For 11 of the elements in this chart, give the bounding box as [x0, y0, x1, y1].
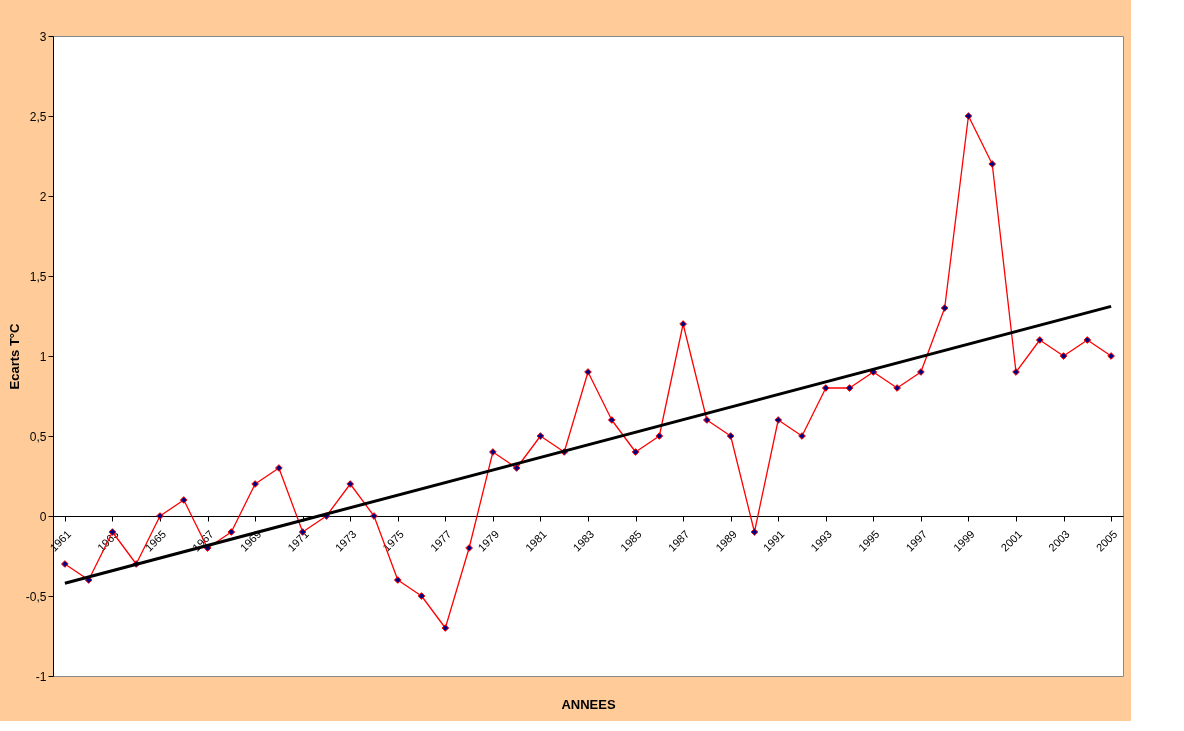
- y-tick-label: -1: [35, 669, 47, 684]
- x-axis-title: ANNEES: [561, 696, 616, 712]
- y-tick-label: 1: [39, 349, 47, 364]
- y-tick-label: 2: [39, 189, 47, 204]
- y-tick-label: 2,5: [29, 109, 47, 124]
- y-tick-label: 0: [39, 509, 47, 524]
- y-axis-title: Ecarts T°C: [6, 322, 22, 390]
- y-tick-label: 1,5: [29, 269, 47, 284]
- y-tick-label: 3: [39, 29, 47, 44]
- y-tick-label: 0,5: [29, 429, 47, 444]
- y-tick-label: -0,5: [25, 589, 47, 604]
